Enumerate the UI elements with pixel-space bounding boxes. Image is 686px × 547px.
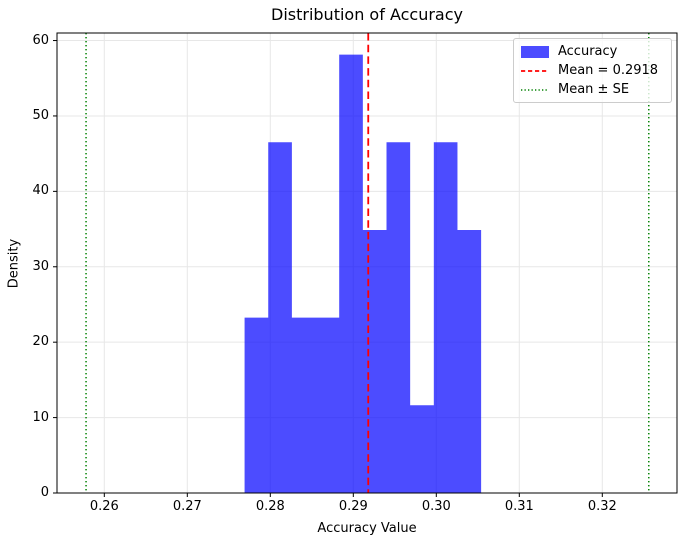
chart-title: Distribution of Accuracy — [271, 5, 463, 24]
x-tick-label: 0.27 — [172, 499, 202, 514]
accuracy-swatch-icon — [521, 45, 549, 58]
y-tick-label: 20 — [32, 334, 49, 350]
x-tick-label: 0.32 — [587, 499, 617, 514]
x-tick-label: 0.30 — [421, 499, 451, 514]
y-tick-label: 10 — [32, 409, 49, 425]
y-tick-label: 0 — [40, 485, 49, 500]
y-tick-label: 50 — [32, 107, 49, 123]
mean-dashed-line-icon — [521, 69, 549, 72]
legend: Accuracy Mean = 0.2918 Mean ± SE — [513, 38, 672, 103]
y-tick-label: 40 — [32, 183, 49, 199]
legend-item-mean: Mean = 0.2918 — [521, 63, 664, 78]
legend-label-mean: Mean = 0.2918 — [558, 63, 659, 78]
x-tick-label: 0.31 — [504, 499, 534, 514]
y-tick-label: 30 — [32, 258, 49, 274]
se-dotted-line-icon — [521, 88, 549, 91]
legend-label-accuracy: Accuracy — [558, 44, 618, 59]
x-axis-label: Accuracy Value — [317, 521, 417, 536]
x-tick-label: 0.28 — [255, 499, 285, 514]
y-tick-label: 60 — [32, 32, 49, 48]
histogram-bars — [244, 54, 482, 494]
legend-label-se: Mean ± SE — [558, 82, 630, 97]
legend-item-se: Mean ± SE — [521, 82, 664, 97]
x-tick-label: 0.29 — [338, 499, 368, 514]
legend-item-accuracy: Accuracy — [521, 44, 664, 59]
axes-spines — [56, 32, 678, 494]
x-tick-label: 0.26 — [89, 499, 119, 514]
